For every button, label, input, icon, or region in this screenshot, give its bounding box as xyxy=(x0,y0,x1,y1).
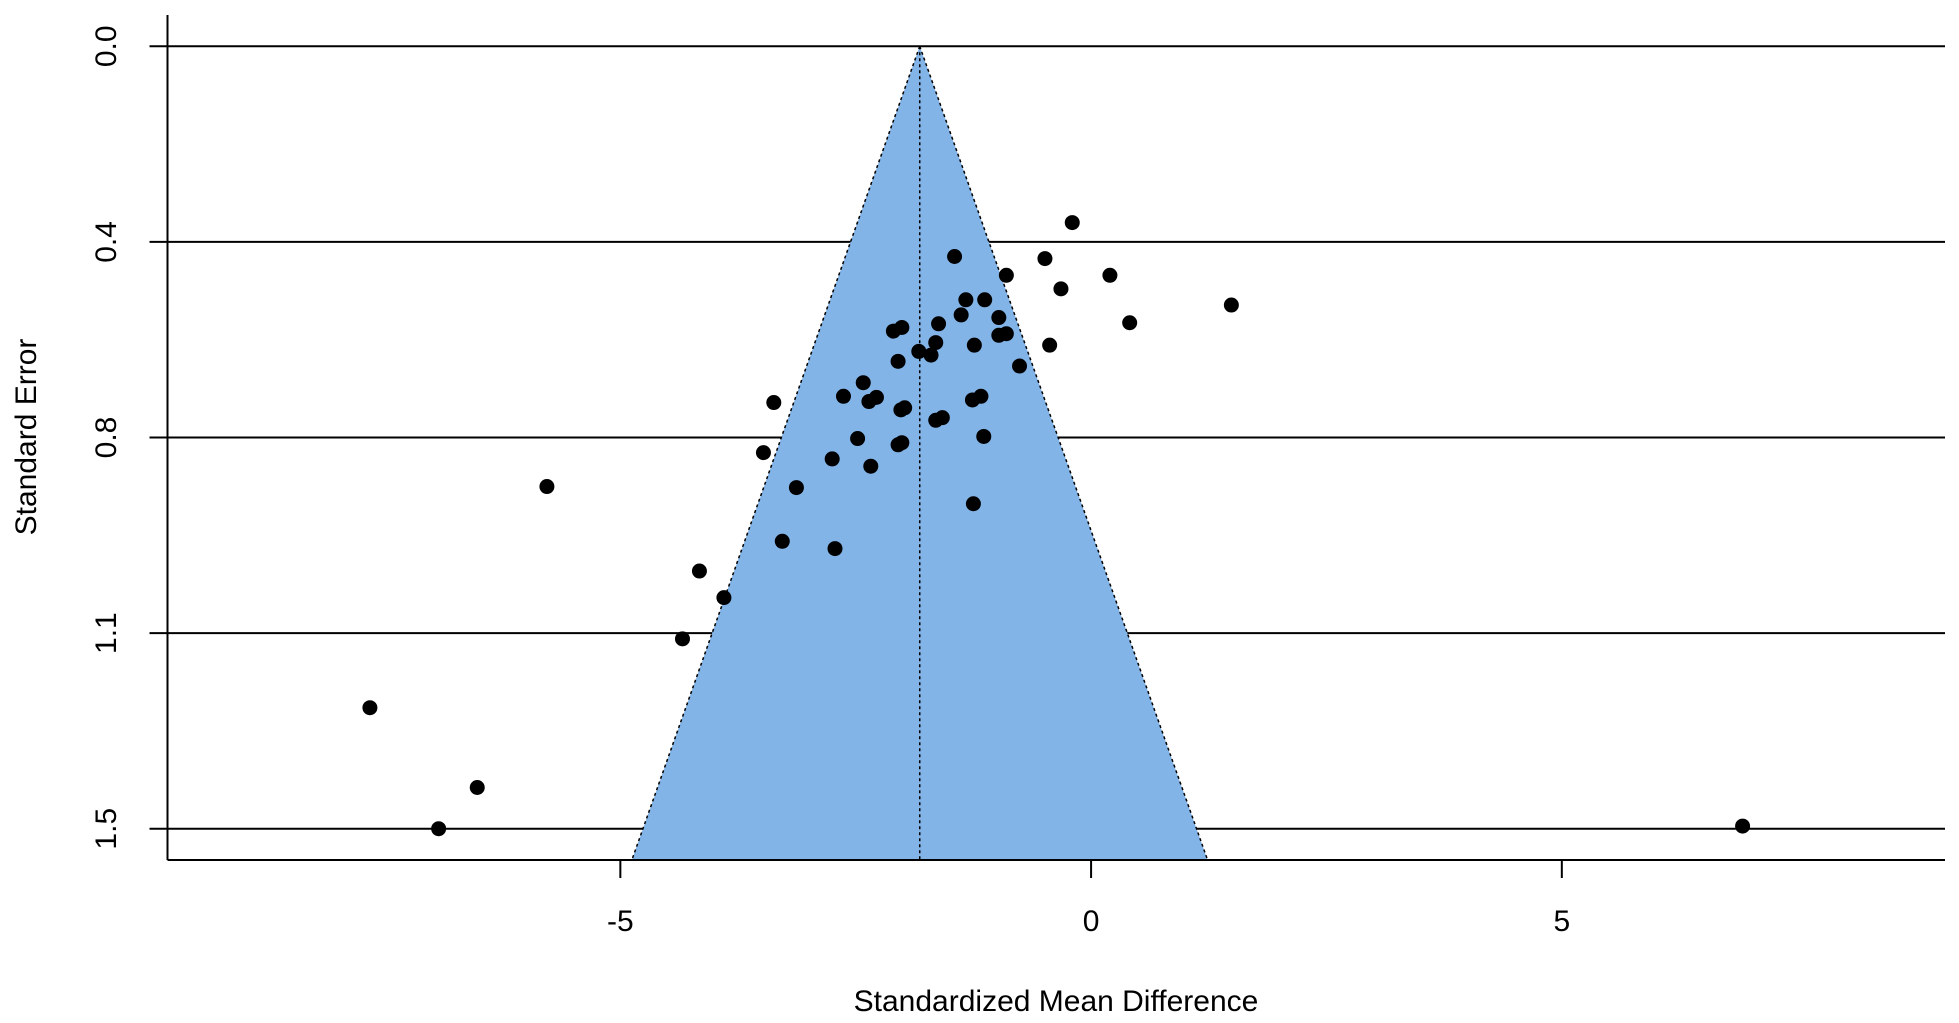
study-point xyxy=(953,307,969,323)
x-tick-label: 5 xyxy=(1553,905,1570,938)
y-tick-label: 1.5 xyxy=(90,808,123,850)
x-axis-label: Standardized Mean Difference xyxy=(854,985,1259,1018)
y-tick-label: 0.8 xyxy=(90,417,123,459)
y-tick-label: 1.1 xyxy=(90,612,123,654)
study-point xyxy=(1122,315,1138,331)
study-point xyxy=(1037,251,1053,267)
study-point xyxy=(824,451,840,467)
study-point xyxy=(977,292,993,308)
study-point xyxy=(716,590,732,606)
study-point xyxy=(890,353,906,369)
study-point xyxy=(539,479,555,495)
x-tick-label: -5 xyxy=(607,905,634,938)
study-point xyxy=(766,395,782,411)
y-tick-label: 0.4 xyxy=(90,221,123,263)
study-point xyxy=(855,375,871,391)
study-point xyxy=(674,631,690,647)
study-point xyxy=(835,388,851,404)
study-point xyxy=(362,700,378,716)
study-point xyxy=(863,458,879,474)
study-point xyxy=(991,310,1007,326)
study-point xyxy=(755,445,771,461)
x-tick-label: 0 xyxy=(1083,905,1100,938)
study-point xyxy=(976,428,992,444)
study-point xyxy=(1102,267,1118,283)
study-point xyxy=(947,249,963,265)
study-point xyxy=(1053,281,1069,297)
y-axis-label: Standard Error xyxy=(10,339,43,536)
study-point xyxy=(998,267,1014,283)
study-point xyxy=(893,402,909,418)
study-point xyxy=(966,337,982,353)
study-point xyxy=(788,480,804,496)
study-point xyxy=(965,496,981,512)
study-point xyxy=(1064,215,1080,231)
study-point xyxy=(911,343,927,359)
study-point xyxy=(469,779,485,795)
study-point xyxy=(827,541,843,557)
study-point xyxy=(861,394,877,410)
study-point xyxy=(890,437,906,453)
study-point xyxy=(998,326,1014,342)
study-point xyxy=(1042,337,1058,353)
study-point xyxy=(923,347,939,363)
study-point xyxy=(928,412,944,428)
funnel-region xyxy=(631,46,1208,861)
study-point xyxy=(931,316,947,332)
study-point xyxy=(1735,818,1751,834)
study-point xyxy=(1223,297,1239,313)
study-point xyxy=(691,563,707,579)
study-point xyxy=(964,392,980,408)
study-point xyxy=(850,431,866,447)
study-point xyxy=(431,821,447,837)
study-point xyxy=(774,533,790,549)
study-point xyxy=(958,292,974,308)
study-point xyxy=(928,335,944,351)
study-point xyxy=(1012,358,1028,374)
study-point xyxy=(894,319,910,335)
y-tick-label: 0.0 xyxy=(90,25,123,67)
